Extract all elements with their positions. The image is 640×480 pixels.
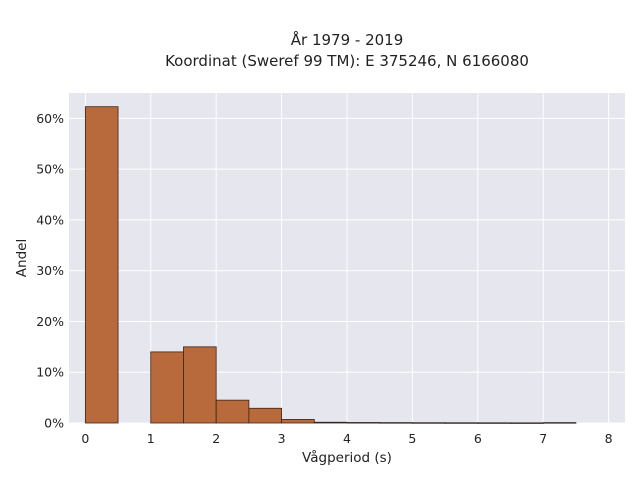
x-tick-label: 5 <box>408 431 416 446</box>
histogram-bar <box>281 419 315 424</box>
histogram-bar <box>248 407 282 424</box>
histogram-bar <box>444 422 479 424</box>
chart-title-line-1: År 1979 - 2019 <box>291 30 404 49</box>
x-tick-label: 6 <box>474 431 482 446</box>
histogram-bars <box>84 106 577 424</box>
y-tick-label: 30% <box>36 263 64 278</box>
x-tick-label: 2 <box>212 431 220 446</box>
y-tick-label: 60% <box>36 111 64 126</box>
x-tick-label: 0 <box>81 431 89 446</box>
histogram-bar <box>84 106 119 424</box>
x-axis-ticks: 0 1 2 3 4 5 6 7 8 <box>81 431 612 446</box>
x-tick-label: 4 <box>343 431 351 446</box>
y-axis-label: Andel <box>14 239 30 277</box>
histogram-bar <box>313 421 348 424</box>
histogram-bar <box>542 422 577 424</box>
y-tick-label: 50% <box>36 162 64 177</box>
y-tick-label: 20% <box>36 314 64 329</box>
x-tick-label: 7 <box>539 431 547 446</box>
histogram-bar <box>510 422 544 424</box>
histogram-bar <box>150 351 184 424</box>
x-tick-label: 3 <box>278 431 286 446</box>
chart-title-line-2: Koordinat (Sweref 99 TM): E 375246, N 61… <box>165 52 529 70</box>
histogram-bar <box>379 422 413 424</box>
y-tick-label: 40% <box>36 212 64 227</box>
histogram-bar <box>412 422 446 424</box>
y-tick-label: 10% <box>36 365 64 380</box>
x-tick-label: 8 <box>605 431 613 446</box>
histogram-bar <box>215 399 250 424</box>
y-tick-label: 0% <box>44 416 64 431</box>
x-tick-label: 1 <box>147 431 155 446</box>
x-axis-label: Vågperiod (s) <box>302 449 392 466</box>
y-axis-ticks: 0% 10% 20% 30% 40% 50% 60% <box>36 111 64 431</box>
histogram-bar <box>183 346 217 424</box>
histogram-bar <box>346 422 381 424</box>
histogram-bar <box>477 422 511 424</box>
